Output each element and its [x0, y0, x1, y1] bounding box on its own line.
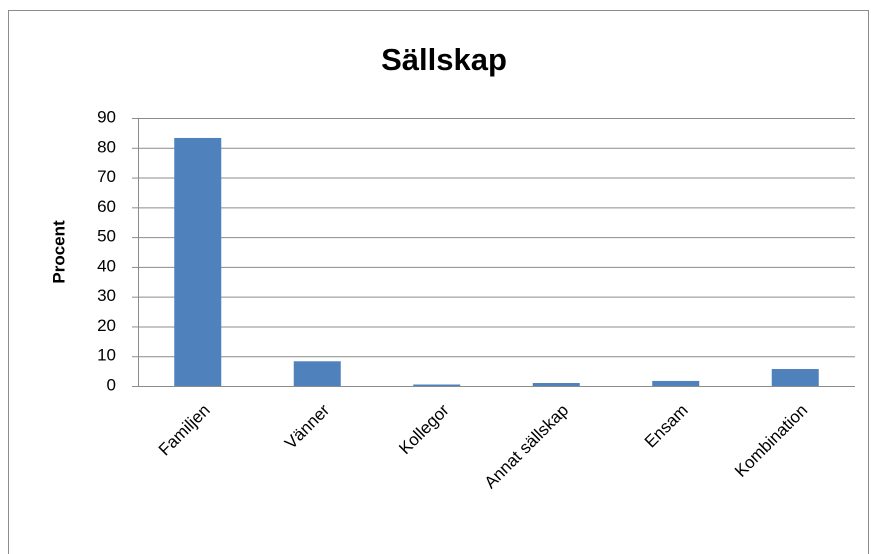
y-axis-label: Procent	[49, 220, 68, 284]
bar	[771, 369, 819, 386]
bar	[532, 383, 580, 386]
y-tick-label: 60	[97, 197, 116, 216]
y-tick-label: 70	[97, 167, 116, 186]
chart-border	[8, 10, 869, 554]
y-tick-label: 80	[97, 137, 116, 156]
y-tick-label: 40	[97, 256, 116, 275]
chart-title: Sällskap	[381, 42, 507, 77]
y-tick-label: 90	[97, 107, 116, 126]
y-tick-label: 20	[97, 316, 116, 335]
bar	[413, 384, 461, 386]
y-tick-label: 50	[97, 227, 116, 246]
y-tick-label: 30	[97, 286, 116, 305]
bar	[293, 361, 341, 386]
y-tick-label: 0	[107, 375, 116, 394]
y-tick-label: 10	[97, 346, 116, 365]
bar	[174, 137, 222, 386]
bar	[652, 380, 700, 386]
